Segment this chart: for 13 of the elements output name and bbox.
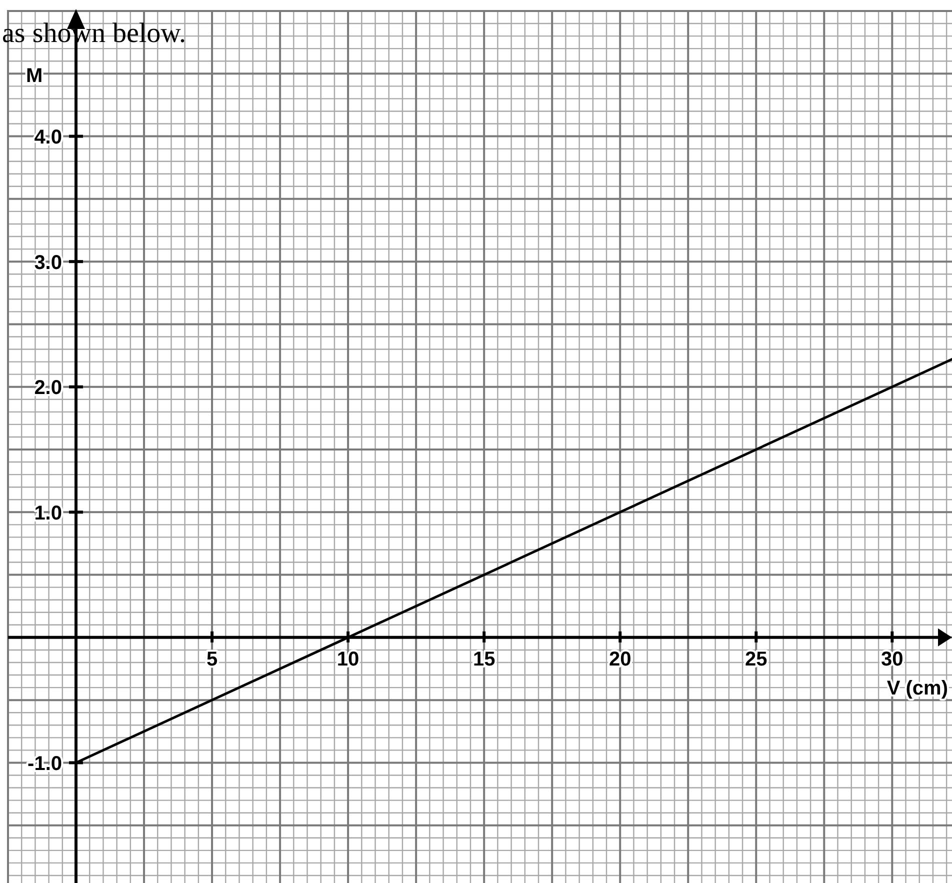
x-axis-title: V (cm) bbox=[886, 677, 948, 700]
y-tick-label: 3.0 bbox=[34, 252, 62, 274]
x-tick-label: 25 bbox=[745, 648, 768, 670]
x-tick-label: 10 bbox=[336, 648, 360, 670]
x-tick-label: 30 bbox=[881, 648, 904, 670]
y-tick-label: -1.0 bbox=[28, 752, 62, 775]
y-tick-label: 4.0 bbox=[34, 126, 62, 148]
y-tick-label: 1.0 bbox=[34, 502, 62, 524]
x-tick-label: 15 bbox=[472, 648, 496, 670]
y-axis-title: M bbox=[26, 65, 43, 87]
y-tick-label: 2.0 bbox=[34, 377, 62, 400]
x-tick-label: 5 bbox=[206, 648, 218, 670]
x-tick-label: 20 bbox=[608, 648, 632, 670]
